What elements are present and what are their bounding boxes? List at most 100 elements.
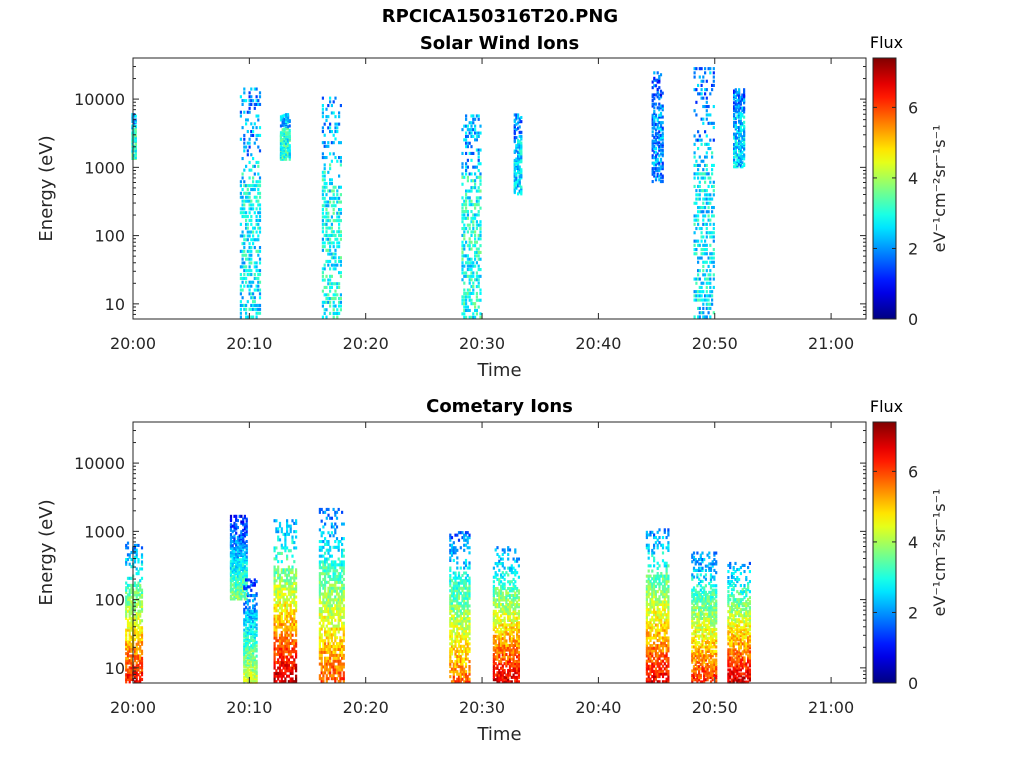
flux-bin: [281, 612, 283, 615]
flux-bin: [341, 543, 343, 546]
flux-bin: [324, 264, 326, 267]
flux-bin: [279, 574, 281, 577]
flux-bin: [478, 152, 480, 155]
flux-bin: [336, 193, 338, 196]
flux-bin: [325, 156, 327, 159]
flux-bin: [242, 173, 244, 176]
flux-bin: [706, 118, 708, 121]
flux-bin: [259, 91, 261, 94]
flux-bin: [321, 660, 323, 663]
flux-bin: [256, 580, 258, 583]
flux-bin: [288, 645, 290, 648]
flux-bin: [341, 552, 343, 555]
flux-bin: [281, 677, 283, 680]
flux-bin: [476, 309, 478, 312]
flux-bin: [249, 211, 251, 214]
flux-bin: [713, 105, 715, 108]
flux-bin: [474, 234, 476, 237]
flux-bin: [655, 114, 657, 117]
flux-bin: [655, 103, 657, 106]
flux-bin: [340, 104, 342, 107]
flux-bin: [293, 615, 295, 618]
flux-bin: [331, 130, 333, 133]
flux-bin: [465, 302, 467, 305]
flux-bin: [291, 555, 293, 558]
flux-bin: [695, 248, 697, 251]
flux-bin: [275, 555, 277, 558]
flux-bin: [702, 80, 704, 83]
flux-bin: [257, 146, 259, 149]
flux-bin: [291, 672, 293, 675]
flux-bin: [249, 242, 251, 245]
flux-bin: [247, 188, 249, 191]
flux-bin: [470, 248, 472, 251]
flux-bin: [279, 601, 281, 604]
flux-bin: [295, 675, 297, 678]
flux-bin: [243, 142, 245, 145]
flux-bin: [456, 561, 458, 564]
flux-bin: [469, 289, 471, 292]
flux-bin: [322, 275, 324, 278]
flux-bin: [295, 571, 297, 574]
flux-bin: [339, 619, 341, 622]
flux-bin: [243, 203, 245, 206]
flux-bin: [250, 223, 252, 226]
flux-bin: [322, 546, 324, 549]
flux-bin: [321, 549, 323, 552]
flux-bin: [472, 312, 474, 315]
flux-bin: [242, 296, 244, 299]
flux-bin: [286, 557, 288, 560]
flux-bin: [324, 241, 326, 244]
flux-bin: [463, 312, 465, 315]
flux-bin: [326, 674, 328, 677]
flux-bin: [141, 577, 143, 580]
flux-bin: [704, 130, 706, 133]
flux-bin: [277, 609, 279, 612]
flux-bin: [701, 88, 703, 91]
flux-bin: [343, 636, 345, 639]
flux-bin: [476, 220, 478, 223]
flux-bin: [496, 573, 498, 576]
flux-bin: [709, 219, 711, 222]
flux-bin: [319, 630, 321, 633]
flux-bin: [465, 316, 467, 319]
flux-bin: [295, 519, 297, 522]
flux-bin: [325, 275, 327, 278]
flux-bin: [329, 671, 331, 674]
flux-bin: [246, 540, 248, 543]
flux-bin: [340, 256, 342, 259]
flux-bin: [139, 584, 141, 587]
flux-bin: [322, 219, 324, 222]
flux-bin: [662, 127, 664, 130]
flux-bin: [695, 113, 697, 116]
flux-bin: [479, 179, 481, 182]
flux-bin: [137, 558, 139, 561]
flux-bin: [256, 88, 258, 91]
flux-bin: [520, 135, 522, 138]
flux-bin: [702, 122, 704, 125]
flux-bin: [706, 290, 708, 293]
flux-bin: [285, 158, 287, 161]
x-tick-label: 20:30: [459, 334, 505, 353]
flux-bin: [275, 637, 277, 640]
flux-bin: [324, 171, 326, 174]
flux-bin: [341, 651, 343, 654]
flux-bin: [324, 123, 326, 126]
flux-bin: [286, 637, 288, 640]
flux-bin: [284, 541, 286, 544]
flux-bin: [324, 587, 326, 590]
flux-bin: [279, 598, 281, 601]
flux-bin: [697, 177, 699, 180]
flux-bin: [286, 596, 288, 599]
flux-bin: [259, 292, 261, 295]
flux-bin: [479, 230, 481, 233]
flux-bin: [339, 671, 341, 674]
flux-bin: [340, 156, 342, 159]
flux-bin: [141, 589, 143, 592]
flux-bin: [259, 269, 261, 272]
flux-bin: [711, 303, 713, 306]
flux-bin: [465, 241, 467, 244]
flux-bin: [249, 91, 251, 94]
flux-bin: [333, 189, 335, 192]
flux-bin: [470, 258, 472, 261]
